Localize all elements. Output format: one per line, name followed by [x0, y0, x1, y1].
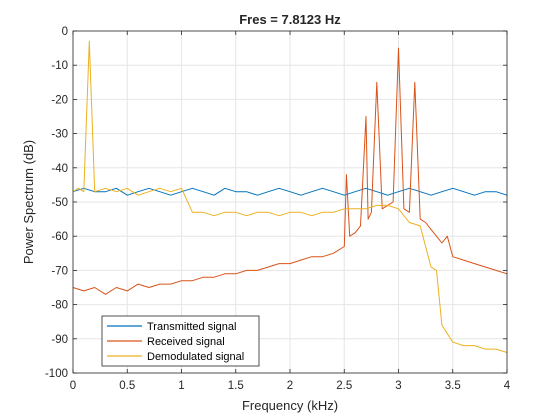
- x-tick-label: 0: [70, 380, 76, 392]
- x-tick-label: 2: [287, 380, 293, 392]
- y-tick-label: -60: [51, 231, 68, 243]
- chart-title: Fres = 7.8123 Hz: [239, 12, 341, 27]
- x-tick-label: 1.5: [228, 380, 244, 392]
- plot-area: [72, 40, 508, 353]
- series-line-2: [72, 47, 508, 295]
- x-axis-label: Frequency (kHz): [242, 398, 338, 413]
- y-tick-label: -30: [51, 129, 68, 141]
- legend: Transmitted signal Received signal Demodul…: [101, 315, 260, 367]
- x-tick-label: 0.5: [119, 380, 135, 392]
- legend-label: Demodulated signal: [147, 351, 244, 363]
- y-tick-label: -20: [51, 94, 68, 106]
- legend-label: Received signal: [147, 336, 225, 348]
- x-tick-label: 2.5: [336, 380, 352, 392]
- series-line-3: [72, 40, 508, 353]
- legend-label: Transmitted signal: [147, 321, 236, 333]
- y-tick-label: 0: [62, 26, 68, 38]
- y-tick-label: -100: [45, 368, 68, 380]
- x-tick-label: 3: [395, 380, 401, 392]
- y-axis-label: Power Spectrum (dB): [21, 140, 36, 264]
- y-tick-label: -80: [51, 300, 68, 312]
- y-tick-label: -70: [51, 265, 68, 277]
- y-tick-label: -40: [51, 163, 68, 175]
- x-tick-label: 3.5: [445, 380, 461, 392]
- axis-ticks: 0 0.5 1 1.5 2 2.5 3 3.5 4 0 -10 -20 -30 -40 -50 -60 -70 -…: [45, 26, 511, 392]
- x-tick-label: 1: [178, 380, 184, 392]
- x-tick-label: 4: [504, 380, 511, 392]
- y-tick-label: -10: [51, 60, 68, 72]
- y-tick-label: -90: [51, 334, 68, 346]
- grid-lines: [72, 30, 508, 374]
- series-line-1: [72, 187, 508, 196]
- y-tick-label: -50: [51, 197, 68, 209]
